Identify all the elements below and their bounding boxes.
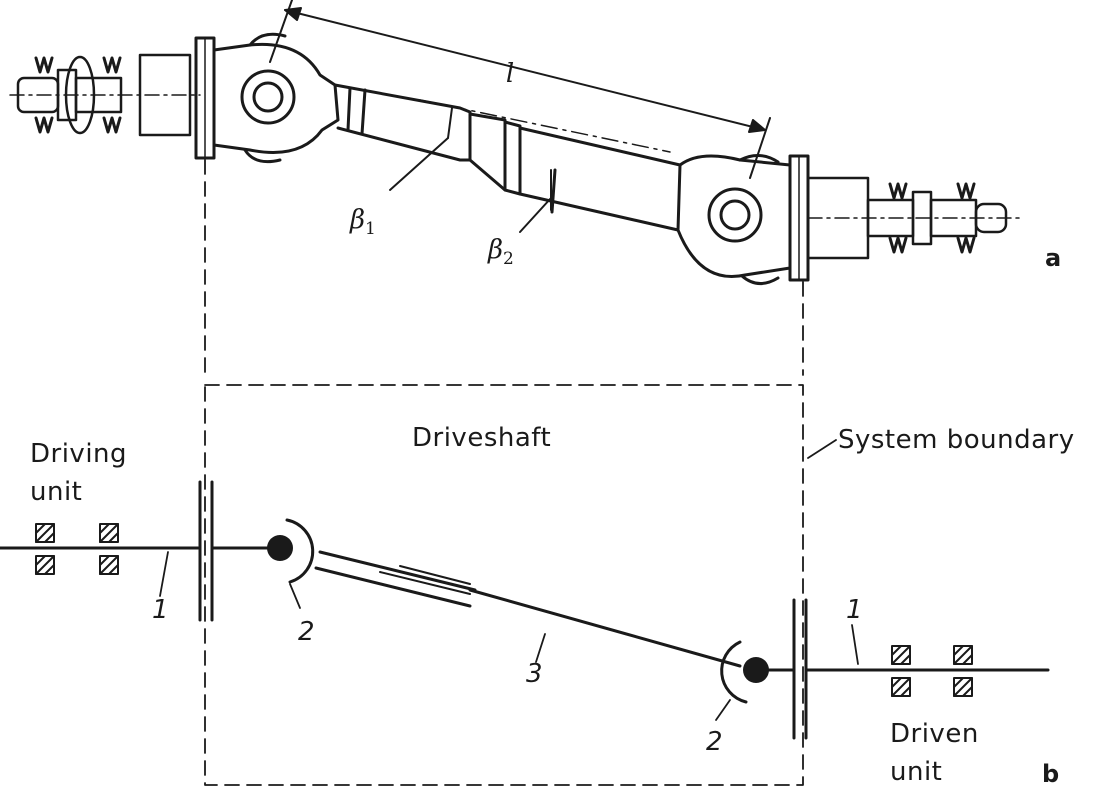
driven-bearings — [891, 645, 973, 697]
left-input-shaft — [9, 53, 201, 137]
driven-unit-line2: unit — [890, 757, 942, 787]
left-joint-pivot — [267, 535, 293, 561]
length-dimension — [269, 0, 771, 179]
part-b-label: b — [1042, 760, 1059, 788]
beta-1-label: β1 — [349, 205, 376, 239]
driveshaft-tube — [333, 83, 682, 232]
system-boundary-label: System boundary — [838, 425, 1075, 455]
beta-1-symbol: β — [349, 205, 365, 235]
right-universal-joint — [676, 154, 792, 285]
part-a-label: a — [1045, 244, 1061, 272]
angle-markers — [389, 107, 552, 233]
driving-bearings — [35, 523, 119, 575]
callout-shaft-left: 1 — [152, 595, 169, 625]
left-joint-cup — [285, 518, 315, 584]
beta-2-index: 2 — [503, 249, 514, 269]
driven-unit-line1: Driven — [890, 719, 979, 749]
beta-2-label: β2 — [487, 235, 514, 269]
part-a-drawing — [9, 0, 1021, 376]
beta-2-symbol: β — [487, 235, 503, 265]
right-joint-cup — [720, 640, 748, 704]
driving-unit-line1: Driving — [30, 439, 127, 469]
callout-joint-left: 2 — [298, 617, 315, 647]
system-boundary-box — [204, 384, 804, 786]
callout-tube: 3 — [526, 659, 543, 689]
length-symbol: l — [506, 59, 514, 89]
driving-unit-label: Driving unit — [30, 439, 136, 507]
left-bearings-a — [34, 56, 122, 134]
driven-unit-label: Driven unit — [890, 719, 988, 787]
right-joint-pivot — [743, 657, 769, 683]
driving-unit-line2: unit — [30, 477, 82, 507]
callout-joint-right: 2 — [706, 727, 723, 757]
left-universal-joint — [212, 32, 340, 164]
callout-shaft-right: 1 — [846, 595, 863, 625]
right-output-shaft — [806, 176, 1021, 260]
driveshaft-label: Driveshaft — [412, 423, 551, 453]
right-bearings-a — [888, 182, 976, 254]
beta-1-index: 1 — [365, 219, 376, 239]
driveshaft-schematic-tube — [314, 550, 742, 668]
part-b-schematic — [0, 384, 1050, 786]
projection-lines — [204, 159, 804, 376]
